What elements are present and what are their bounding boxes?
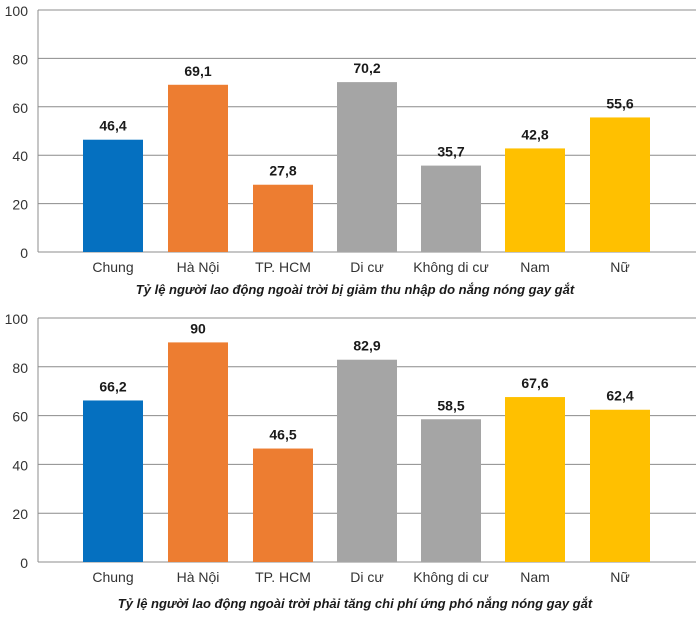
data-label: 46,5	[269, 427, 296, 443]
data-label: 55,6	[606, 95, 633, 111]
y-tick-label: 80	[12, 51, 28, 67]
y-tick-label: 20	[12, 197, 28, 213]
data-label: 27,8	[269, 163, 296, 179]
bar-2	[168, 84, 228, 252]
chart-2: 0 20 40 60 80 100 66,2 Chung 90 Hà Nội 46,5 TP. HCM…	[5, 311, 696, 611]
chart-1: 0 20 40 60 80 100 46,4 Chung 69,1 Hà Nội 27,8 TP. H…	[5, 3, 696, 297]
bar-6	[505, 148, 565, 252]
y-tick-label: 100	[5, 3, 29, 19]
chart-title: Tỷ lệ người lao động ngoài trời bị giảm …	[136, 282, 575, 297]
x-tick-label: Không di cư	[413, 569, 489, 585]
bar-2	[168, 342, 228, 562]
bar-6	[505, 397, 565, 562]
bar-5	[421, 419, 481, 562]
data-label: 62,4	[606, 388, 633, 404]
data-label: 66,2	[99, 378, 126, 394]
data-label: 70,2	[353, 60, 380, 76]
x-tick-label: Nam	[520, 569, 550, 585]
x-tick-label: Nữ	[610, 569, 629, 585]
data-label: 42,8	[521, 126, 548, 142]
y-tick-label: 80	[12, 360, 28, 376]
y-tick-label: 40	[12, 457, 28, 473]
data-label: 67,6	[521, 375, 548, 391]
x-tick-label: Di cư	[350, 259, 383, 275]
bar-1	[83, 400, 143, 562]
bar-5	[421, 165, 481, 252]
bar-3	[253, 448, 313, 562]
data-label: 82,9	[353, 338, 380, 354]
y-tick-label: 0	[20, 245, 28, 261]
x-tick-label: Nam	[520, 259, 550, 275]
data-label: 90	[190, 320, 206, 336]
y-tick-label: 0	[20, 555, 28, 571]
x-tick-label: TP. HCM	[255, 259, 311, 275]
chart-title: Tỷ lệ người lao động ngoài trời phải tăn…	[118, 596, 593, 611]
y-tick-label: 20	[12, 506, 28, 522]
y-tick-label: 100	[5, 311, 29, 327]
data-label: 46,4	[99, 118, 126, 134]
x-tick-label: TP. HCM	[255, 569, 311, 585]
bar-4	[337, 359, 397, 562]
x-tick-label: Chung	[92, 569, 133, 585]
x-tick-label: Hà Nội	[177, 569, 220, 585]
x-tick-label: Nữ	[610, 259, 629, 275]
y-tick-label: 60	[12, 100, 28, 116]
bar-1	[83, 139, 143, 252]
x-tick-label: Di cư	[350, 569, 383, 585]
bar-3	[253, 184, 313, 252]
bar-4	[337, 82, 397, 252]
x-tick-label: Không di cư	[413, 259, 489, 275]
data-label: 35,7	[437, 144, 464, 160]
y-tick-label: 60	[12, 409, 28, 425]
data-label: 58,5	[437, 397, 464, 413]
y-tick-label: 40	[12, 148, 28, 164]
x-tick-label: Hà Nội	[177, 259, 220, 275]
bar-7	[590, 117, 650, 252]
x-tick-label: Chung	[92, 259, 133, 275]
bar-7	[590, 409, 650, 562]
data-label: 69,1	[184, 63, 211, 79]
